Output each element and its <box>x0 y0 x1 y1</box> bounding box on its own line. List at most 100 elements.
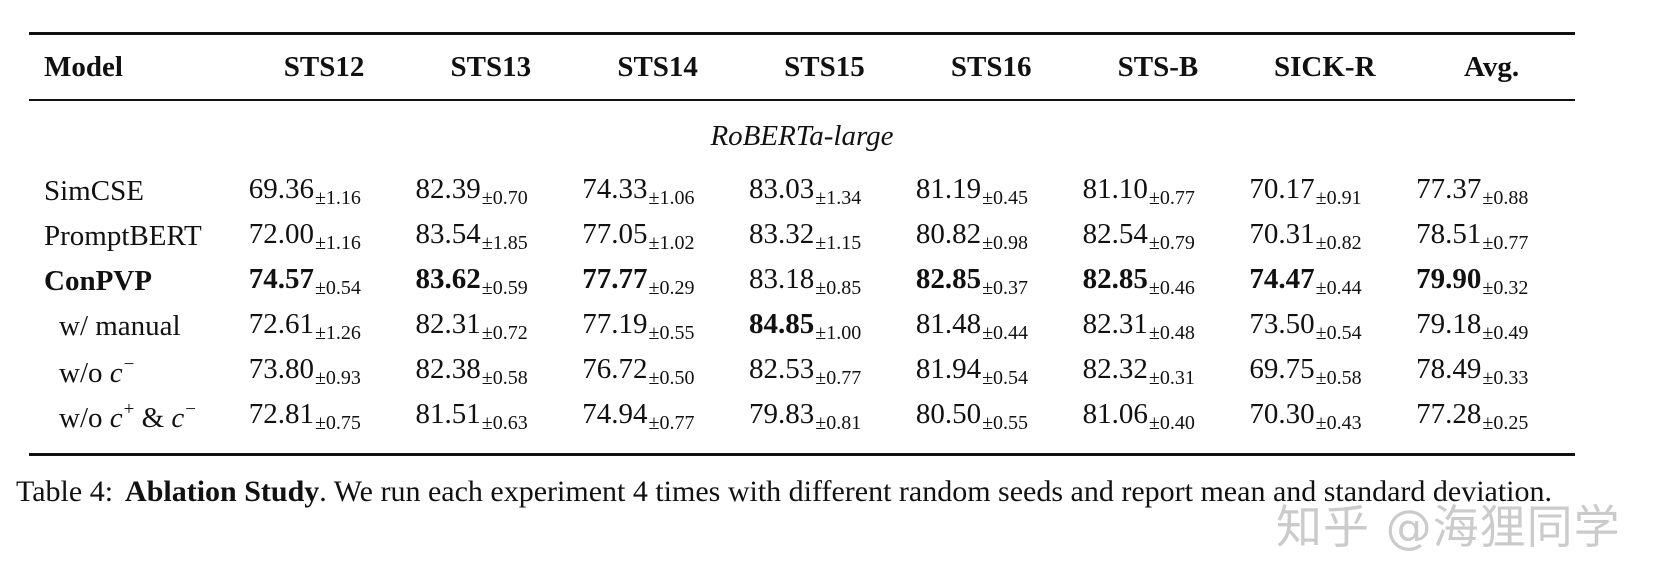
score-mean: 82.85 <box>915 263 982 295</box>
model-name-text: w/o <box>59 357 110 389</box>
score-mean: 74.33 <box>582 173 648 205</box>
score-std: ±1.16 <box>314 232 361 254</box>
score-std: ±1.02 <box>648 232 695 254</box>
score-mean: 70.30 <box>1249 398 1315 430</box>
score-std: ±0.48 <box>1148 322 1195 344</box>
score-cell: 83.62±0.59 <box>407 259 574 304</box>
score-cell: 69.75±0.58 <box>1241 349 1408 394</box>
score-mean: 73.80 <box>248 353 314 385</box>
column-header: SICK-R <box>1274 50 1376 83</box>
score-mean: 79.90 <box>1416 263 1482 295</box>
score-cell: 83.54±1.85 <box>407 214 574 259</box>
score-mean: 82.31 <box>415 308 481 340</box>
score-std: ±0.70 <box>481 187 528 209</box>
score-mean: 82.38 <box>415 353 481 385</box>
score-std: ±0.59 <box>481 277 528 299</box>
score-cell: 72.00±1.16 <box>241 214 408 259</box>
score-mean: 81.06 <box>1082 398 1148 430</box>
score-std: ±0.49 <box>1482 322 1529 344</box>
score-std: ±0.82 <box>1315 232 1362 254</box>
model-name-part: c <box>171 401 185 434</box>
model-name-cell: w/o c− <box>29 349 241 394</box>
score-mean: 79.83 <box>749 398 815 430</box>
score-cell: 82.32±0.31 <box>1075 349 1242 394</box>
score-std: ±0.54 <box>314 277 361 299</box>
score-mean: 74.57 <box>248 263 314 295</box>
score-std: ±0.54 <box>1315 322 1362 344</box>
score-mean: 77.28 <box>1416 398 1482 430</box>
score-std: ±0.85 <box>815 277 862 299</box>
math-superscript: − <box>123 353 135 375</box>
score-std: ±0.58 <box>1315 367 1362 389</box>
score-mean: 73.50 <box>1249 308 1315 340</box>
ablation-results-table: Model STS12 STS13 STS14 STS15 STS16 STS-… <box>29 32 1575 456</box>
score-std: ±0.40 <box>1148 412 1195 434</box>
score-cell: 76.72±0.50 <box>574 349 741 394</box>
score-mean: 82.53 <box>749 353 815 385</box>
score-std: ±0.88 <box>1482 187 1529 209</box>
score-cell: 72.81±0.75 <box>241 394 408 455</box>
column-header: STS14 <box>617 50 698 83</box>
score-std: ±1.00 <box>815 322 862 344</box>
score-mean: 78.51 <box>1416 218 1482 250</box>
score-cell: 83.18±0.85 <box>741 259 908 304</box>
math-superscript: − <box>185 398 196 420</box>
score-mean: 69.36 <box>248 173 314 205</box>
caption-text: . We run each experiment 4 times with di… <box>319 475 1553 508</box>
score-cell: 84.85±1.00 <box>741 304 908 349</box>
score-cell: 73.50±0.54 <box>1241 304 1408 349</box>
column-header: STS16 <box>950 50 1032 83</box>
model-name-part: w/o <box>59 356 110 389</box>
score-std: ±1.06 <box>648 187 695 209</box>
score-cell: 74.33±1.06 <box>574 167 741 214</box>
score-cell: 82.53±0.77 <box>741 349 908 394</box>
model-name-part: c <box>109 356 123 389</box>
caption-label: Table 4: <box>16 475 114 508</box>
score-cell: 82.85±0.37 <box>908 259 1075 304</box>
caption-title: Ablation Study <box>125 475 320 508</box>
score-mean: 79.18 <box>1416 308 1482 340</box>
score-mean: 82.39 <box>415 173 481 205</box>
score-std: ±0.43 <box>1315 412 1362 434</box>
score-mean: 72.61 <box>248 308 314 340</box>
group-label: RoBERTa-large <box>710 119 894 152</box>
score-std: ±0.29 <box>648 277 695 299</box>
model-name-part: w/o <box>59 401 110 434</box>
table-row: w/o c− 73.80±0.93 82.38±0.58 76.72±0.50 82.5… <box>29 349 1575 394</box>
score-std: ±1.16 <box>314 187 361 209</box>
score-cell: 74.47±0.44 <box>1241 259 1408 304</box>
math-symbol: c− <box>171 398 196 434</box>
table-row: w/ manual 72.61±1.26 82.31±0.72 77.19±0.55 8… <box>29 304 1575 349</box>
score-mean: 83.62 <box>415 263 481 295</box>
score-mean: 77.77 <box>582 263 648 295</box>
score-cell: 70.30±0.43 <box>1241 394 1408 455</box>
score-mean: 83.18 <box>749 263 815 295</box>
score-mean: 72.00 <box>248 218 314 250</box>
score-cell: 81.48±0.44 <box>908 304 1075 349</box>
score-mean: 77.37 <box>1416 173 1482 205</box>
score-mean: 83.32 <box>749 218 815 250</box>
column-header: Avg. <box>1464 50 1520 83</box>
score-cell: 73.80±0.93 <box>241 349 408 394</box>
score-std: ±1.34 <box>815 187 862 209</box>
table-caption: Table 4: Ablation Study. We run each expe… <box>16 472 1588 512</box>
score-cell: 70.17±0.91 <box>1241 167 1408 214</box>
score-mean: 78.49 <box>1416 353 1482 385</box>
score-cell: 78.51±0.77 <box>1408 214 1575 259</box>
table-row: w/o c+ & c− 72.81±0.75 81.51±0.63 74.94±0.7… <box>29 394 1575 455</box>
score-std: ±0.33 <box>1482 367 1529 389</box>
score-cell: 79.90±0.32 <box>1408 259 1575 304</box>
score-std: ±0.55 <box>648 322 695 344</box>
score-std: ±0.31 <box>1148 367 1195 389</box>
group-header-row: RoBERTa-large <box>29 100 1575 167</box>
score-std: ±0.50 <box>648 367 695 389</box>
score-cell: 74.94±0.77 <box>574 394 741 455</box>
score-mean: 74.94 <box>582 398 648 430</box>
model-name-cell: w/o c+ & c− <box>29 394 241 455</box>
score-cell: 77.19±0.55 <box>574 304 741 349</box>
score-std: ±0.54 <box>982 367 1029 389</box>
score-cell: 77.28±0.25 <box>1408 394 1575 455</box>
score-cell: 77.77±0.29 <box>574 259 741 304</box>
score-cell: 82.54±0.79 <box>1075 214 1242 259</box>
score-cell: 81.19±0.45 <box>908 167 1075 214</box>
